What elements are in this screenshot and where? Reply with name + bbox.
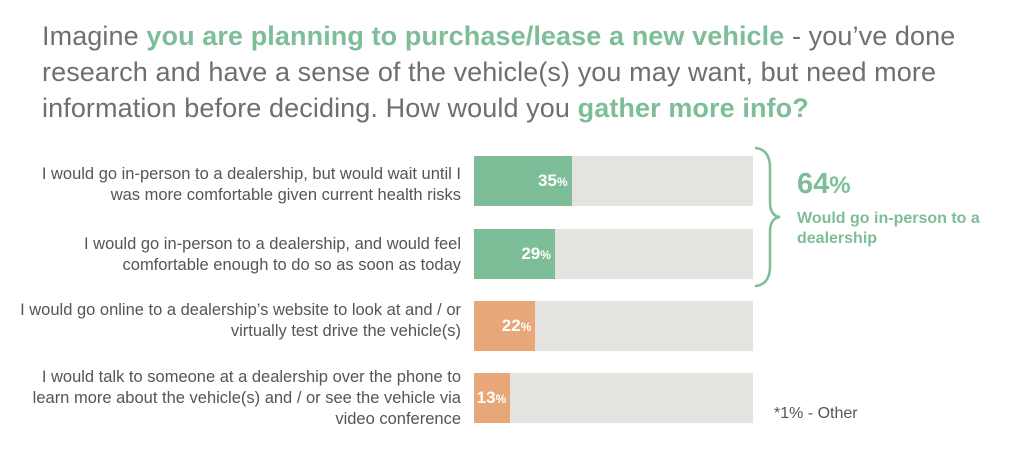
question-title: Imagine you are planning to purchase/lea… xyxy=(42,18,1002,126)
title-text-1: Imagine xyxy=(42,21,147,51)
bracket-icon xyxy=(754,146,781,288)
in-person-total-value: 64 xyxy=(797,168,830,200)
data-label: 22% xyxy=(474,301,532,351)
category-label: I would go in-person to a dealership, an… xyxy=(84,235,461,274)
category-label: I would go in-person to a dealership, bu… xyxy=(41,165,461,204)
data-label-value: 35 xyxy=(538,171,557,190)
title-highlight-1: you are planning to purchase/lease a new… xyxy=(146,21,785,51)
data-label-pct: % xyxy=(540,248,551,262)
bar-track: 22% xyxy=(474,301,753,351)
in-person-total: 64% xyxy=(797,168,851,201)
bar xyxy=(474,301,536,351)
bar-track: 13% xyxy=(474,373,753,423)
data-label-pct: % xyxy=(520,320,532,334)
bar-track: 35% xyxy=(474,156,753,206)
title-text-2: - you’ve done research and have a sense … xyxy=(42,21,956,123)
data-label: 35% xyxy=(474,156,568,206)
bar xyxy=(474,373,511,423)
in-person-total-pct: % xyxy=(829,172,851,199)
category-label: I would go online to a dealership’s webs… xyxy=(20,301,461,340)
data-label-value: 13 xyxy=(476,388,496,407)
bar xyxy=(474,229,555,279)
data-label-value: 29 xyxy=(521,244,541,263)
footnote: *1% - Other xyxy=(774,405,858,422)
data-label-pct: % xyxy=(556,175,568,189)
bar-track: 29% xyxy=(474,229,753,279)
bar xyxy=(474,156,572,206)
data-label-pct: % xyxy=(495,392,507,406)
data-label: 29% xyxy=(474,229,551,279)
data-label-value: 22 xyxy=(501,316,521,335)
title-highlight-2: gather more info? xyxy=(577,93,809,123)
data-label: 13% xyxy=(474,373,507,423)
category-label: I would talk to someone at a dealership … xyxy=(32,368,461,428)
in-person-total-label: Would go in-person to a dealership xyxy=(797,210,980,247)
